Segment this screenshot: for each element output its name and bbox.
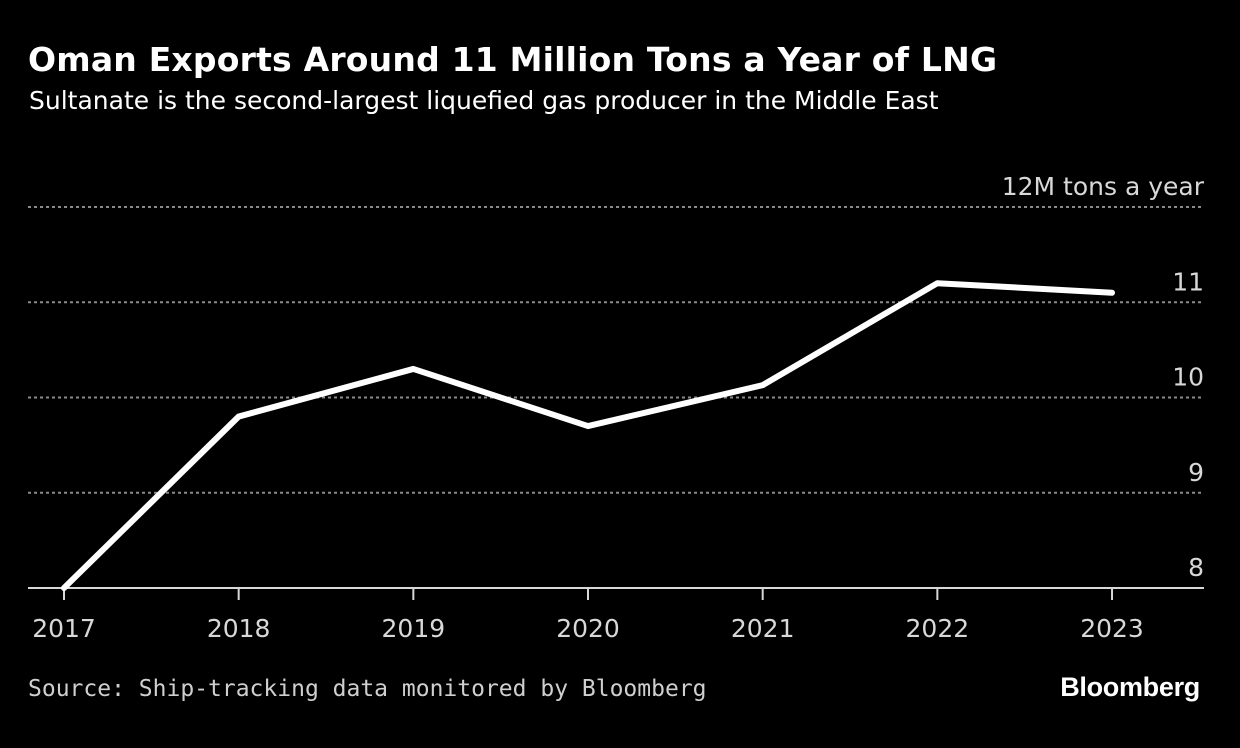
series-line [61, 280, 1116, 591]
y-tick-label: 9 [1188, 458, 1204, 487]
x-tick-label: 2020 [556, 614, 620, 643]
y-tick-label: 10 [1172, 363, 1204, 392]
y-tick-label: 8 [1188, 553, 1204, 582]
chart-subtitle: Sultanate is the second-largest liquefie… [29, 86, 939, 115]
chart-title: Oman Exports Around 11 Million Tons a Ye… [28, 40, 998, 79]
gridlines [28, 206, 1204, 494]
series-layer [61, 280, 1116, 591]
x-axis-labels: 2017 2018 2019 2020 2021 2022 2023 [32, 614, 1144, 643]
x-tick-label: 2022 [906, 614, 970, 643]
x-tick-label: 2018 [207, 614, 271, 643]
y-axis-unit-label: 12M tons a year [1002, 172, 1205, 201]
y-axis-labels: 8 9 10 11 12M tons a year [1002, 172, 1205, 582]
x-tick-label: 2023 [1080, 614, 1144, 643]
x-tick-label: 2021 [731, 614, 795, 643]
bloomberg-logo: Bloomberg [1060, 672, 1200, 702]
x-tick-label: 2019 [382, 614, 446, 643]
x-axis [28, 587, 1204, 600]
x-tick-label: 2017 [32, 614, 96, 643]
y-tick-label: 11 [1172, 267, 1204, 296]
source-note: Source: Ship-tracking data monitored by … [28, 676, 707, 702]
